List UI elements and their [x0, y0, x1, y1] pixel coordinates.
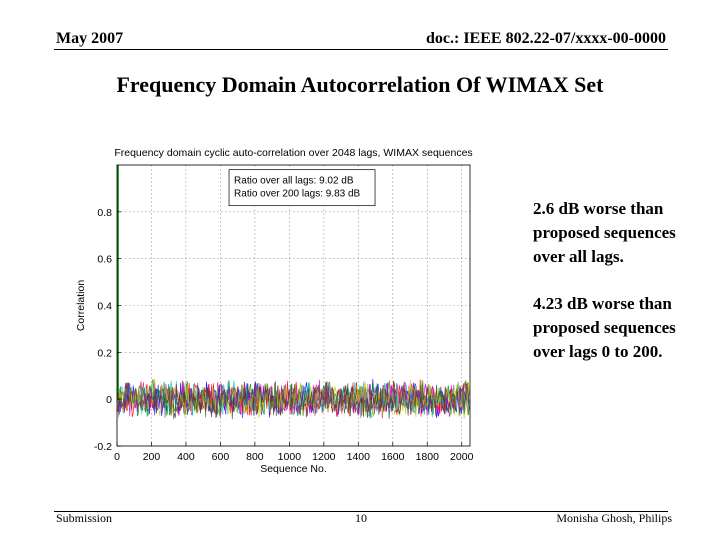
x-tick-label: 600	[212, 451, 230, 463]
note-line: over all lags.	[533, 247, 624, 266]
note-lags-0-200: 4.23 dB worse than proposed sequences ov…	[533, 292, 676, 364]
note-line: 2.6 dB worse than	[533, 199, 664, 218]
note-line: proposed sequences	[533, 318, 676, 337]
y-tick-label: 0.2	[97, 347, 112, 359]
x-tick-label: 200	[143, 451, 161, 463]
note-line: over lags 0 to 200.	[533, 342, 663, 361]
header-date: May 2007	[56, 30, 124, 47]
x-tick-label: 2000	[450, 451, 474, 463]
x-axis-label: Sequence No.	[260, 463, 327, 475]
legend-text: Ratio over all lags: 9.02 dB	[234, 176, 354, 187]
footer-rule	[54, 511, 668, 512]
y-tick-label: 0.4	[97, 301, 112, 313]
x-tick-label: 1800	[416, 451, 440, 463]
note-line: proposed sequences	[533, 223, 676, 242]
series-line	[117, 380, 470, 419]
y-tick-label: 0	[106, 394, 112, 406]
x-tick-label: 1000	[278, 451, 302, 463]
note-line: 4.23 dB worse than	[533, 294, 672, 313]
slide-title: Frequency Domain Autocorrelation Of WIMA…	[116, 72, 604, 97]
footer-author: Monisha Ghosh, Philips	[556, 511, 672, 525]
chart-title: Frequency domain cyclic auto-correlation…	[114, 147, 472, 159]
x-tick-label: 800	[246, 451, 264, 463]
x-tick-label: 0	[114, 451, 120, 463]
y-tick-label: 0.8	[97, 207, 112, 219]
series-line	[117, 379, 470, 419]
footer-page-number: 10	[355, 511, 367, 525]
x-tick-label: 1600	[381, 451, 405, 463]
header-doc-id: doc.: IEEE 802.22-07/xxxx-00-0000	[426, 30, 666, 47]
x-tick-label: 400	[177, 451, 195, 463]
series-line	[117, 378, 470, 419]
note-all-lags: 2.6 dB worse than proposed sequences ove…	[533, 197, 676, 269]
legend-text: Ratio over 200 lags: 9.83 dB	[234, 189, 361, 200]
x-tick-label: 1200	[312, 451, 336, 463]
y-tick-label: -0.2	[94, 441, 112, 453]
y-axis-label: Correlation	[75, 280, 87, 332]
x-tick-label: 1400	[347, 451, 371, 463]
header-rule	[54, 49, 668, 50]
footer-submission: Submission	[56, 511, 113, 525]
autocorrelation-chart: 0 200 400 600 800 1000 1200 1400 1600 1800 2000 -0.…	[75, 147, 474, 475]
legend-box	[228, 169, 376, 207]
y-tick-label: 0.6	[97, 254, 112, 266]
series-line	[117, 381, 470, 420]
series-group	[117, 378, 470, 420]
